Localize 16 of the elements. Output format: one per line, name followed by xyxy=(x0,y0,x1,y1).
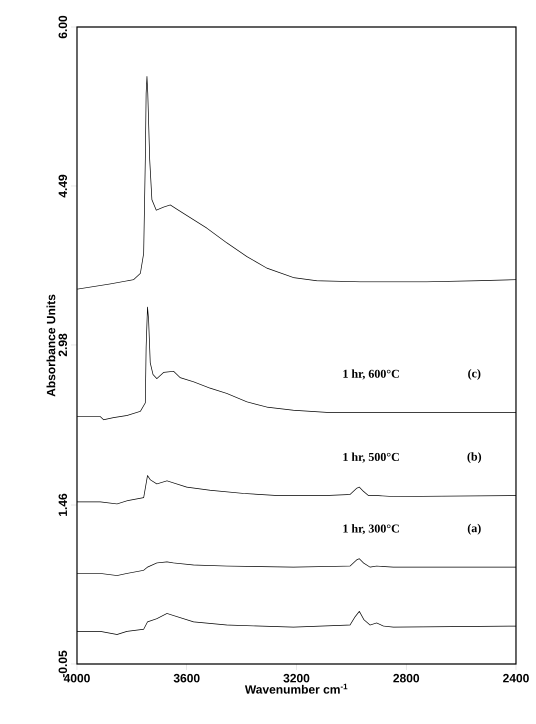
y-axis-title: Absorbance Units xyxy=(46,294,56,397)
y-tick-label: 6.00 xyxy=(58,16,68,38)
x-axis-title: Wavenumber cm$^{-1}$ xyxy=(244,684,348,694)
x-tick-label: 3200 xyxy=(283,674,310,682)
annotation: 1 hr, 600°C xyxy=(343,369,399,380)
x-tick-label: 2800 xyxy=(393,674,420,682)
annotation: (a) xyxy=(468,524,481,535)
annotation: 1 hr, 300°C xyxy=(343,524,399,534)
annotation: (b) xyxy=(467,452,482,464)
x-tick-label: 3600 xyxy=(174,674,200,682)
y-tick-label: 1.46 xyxy=(58,494,68,516)
x-tick-label: 2400 xyxy=(503,674,529,682)
y-tick-label: 4.49 xyxy=(58,174,68,198)
annotation: 1 hr, 500°C xyxy=(343,452,399,463)
annotation: (c) xyxy=(468,369,480,380)
y-tick-label: 2.98 xyxy=(58,334,68,356)
